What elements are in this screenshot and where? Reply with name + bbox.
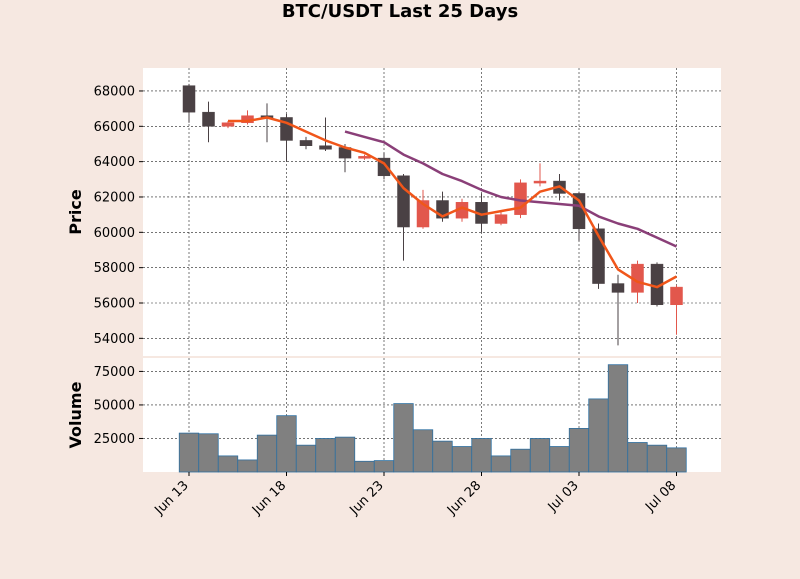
volume-tick-label: 75000 <box>94 365 135 380</box>
candle-body <box>299 140 313 146</box>
x-tick-label: Jun 18 <box>249 478 289 518</box>
volume-bar <box>568 428 590 473</box>
volume-bar <box>607 364 629 473</box>
candle-body <box>358 156 371 159</box>
price-tick-label: 54000 <box>94 332 135 347</box>
volume-bar <box>646 444 668 473</box>
volume-bar <box>237 459 258 473</box>
volume-bar <box>490 455 512 473</box>
volume-bar <box>217 455 239 473</box>
volume-bars <box>178 364 687 473</box>
volume-bar <box>295 444 317 473</box>
x-tick-label: Jul 08 <box>642 478 679 515</box>
volume-bar <box>276 415 297 473</box>
volume-bar <box>412 429 434 473</box>
volume-bar <box>510 448 531 473</box>
volume-bar <box>198 433 219 473</box>
price-tick-label: 66000 <box>94 120 135 135</box>
price-tick-label: 56000 <box>94 296 135 311</box>
candle-body <box>533 180 547 184</box>
volume-bar <box>451 446 473 473</box>
ma-long-line <box>344 130 678 248</box>
price-tick-label: 68000 <box>94 84 135 99</box>
volume-bar <box>666 447 687 473</box>
candle-body <box>494 214 508 224</box>
volume-bar <box>549 446 570 473</box>
volume-bar <box>588 398 609 473</box>
price-tick-label: 64000 <box>94 155 135 170</box>
volume-bar <box>432 440 453 473</box>
candle-body <box>202 111 215 127</box>
candle-body <box>397 175 410 228</box>
volume-bar <box>315 438 336 473</box>
volume-tick-label: 50000 <box>94 398 135 413</box>
candle-body <box>670 286 683 306</box>
volume-bar <box>471 438 492 473</box>
x-tick-label: Jun 28 <box>444 478 484 518</box>
ma-short-line <box>228 116 678 289</box>
volume-bar <box>627 442 648 473</box>
price-tick-label: 62000 <box>94 190 135 205</box>
volume-bar <box>373 460 395 473</box>
volume-bar <box>256 434 278 473</box>
chart-title: BTC/USDT Last 25 Days <box>282 1 518 22</box>
volume-bar <box>529 438 551 473</box>
candle-body <box>319 145 332 150</box>
moving-averages <box>228 116 678 289</box>
x-tick-label: Jun 13 <box>152 478 192 518</box>
candle-body <box>182 85 196 113</box>
candle-body <box>611 283 625 293</box>
price-panel <box>143 68 721 356</box>
volume-bar <box>393 403 414 473</box>
price-tick-label: 60000 <box>94 226 135 241</box>
volume-tick-label: 25000 <box>94 432 135 447</box>
volume-axis-label: Volume <box>66 381 85 448</box>
price-tick-label: 58000 <box>94 261 135 276</box>
candle-body <box>221 122 235 127</box>
x-tick-label: Jul 03 <box>545 478 582 515</box>
price-axis-label: Price <box>66 189 85 235</box>
volume-bar <box>334 436 356 473</box>
volume-bar <box>178 432 200 473</box>
volume-bar <box>354 460 375 473</box>
x-tick-label: Jun 23 <box>347 478 387 518</box>
